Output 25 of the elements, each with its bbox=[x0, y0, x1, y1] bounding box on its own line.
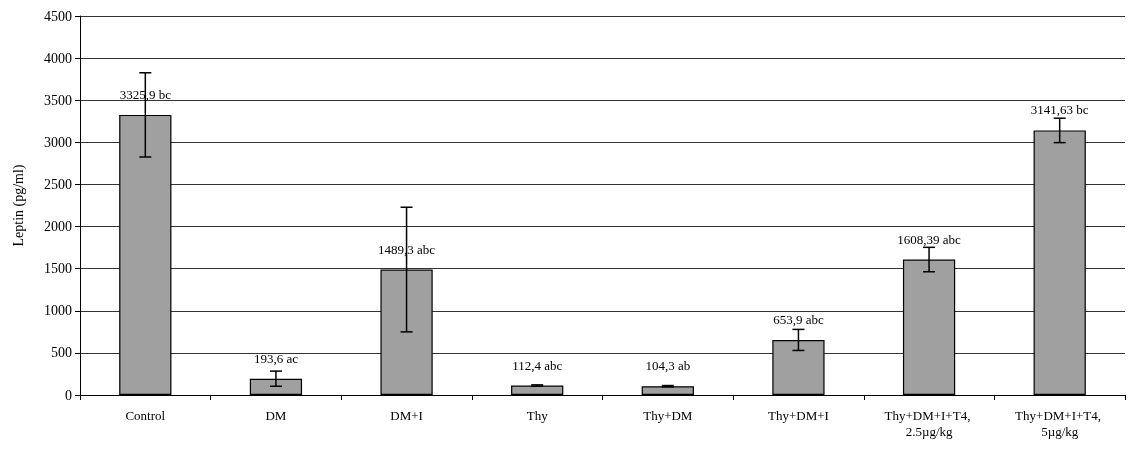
x-tick-label: Thy bbox=[526, 407, 549, 423]
y-tick-label: 3500 bbox=[44, 92, 72, 108]
x-tick-label: Control bbox=[125, 407, 166, 423]
data-label: 112,4 abc bbox=[512, 357, 563, 373]
x-tick-label: Thy+DM+I+T4, 2.5µg/kg bbox=[884, 407, 974, 439]
data-label: 1608,39 abc bbox=[897, 231, 962, 247]
y-tick-label: 1500 bbox=[44, 261, 72, 277]
y-tick-label: 1000 bbox=[44, 303, 72, 319]
data-label: 104,3 ab bbox=[645, 358, 691, 374]
y-tick-label: 3000 bbox=[44, 134, 72, 150]
y-tick-label: 4000 bbox=[44, 50, 72, 66]
y-tick-label: 0 bbox=[65, 387, 72, 403]
data-label: 653,9 abc bbox=[773, 311, 824, 327]
y-tick-label: 2000 bbox=[44, 219, 72, 235]
x-tick-label: Thy+DM+I+T4, 5µg/kg bbox=[1015, 407, 1105, 439]
y-tick-label: 4500 bbox=[44, 8, 72, 24]
data-label: 193,6 ac bbox=[253, 350, 299, 366]
x-tick-label: DM bbox=[265, 407, 287, 423]
y-tick-label: 500 bbox=[51, 345, 72, 361]
x-tick-label: Thy+DM bbox=[643, 407, 693, 423]
data-label: 3141,63 bc bbox=[1030, 102, 1089, 118]
y-tick-label: 2500 bbox=[44, 176, 72, 192]
x-tick-label: Thy+DM+I bbox=[767, 407, 829, 423]
y-axis-title: Leptin (pg/ml) bbox=[10, 164, 27, 247]
x-tick-label: DM+I bbox=[390, 407, 423, 423]
